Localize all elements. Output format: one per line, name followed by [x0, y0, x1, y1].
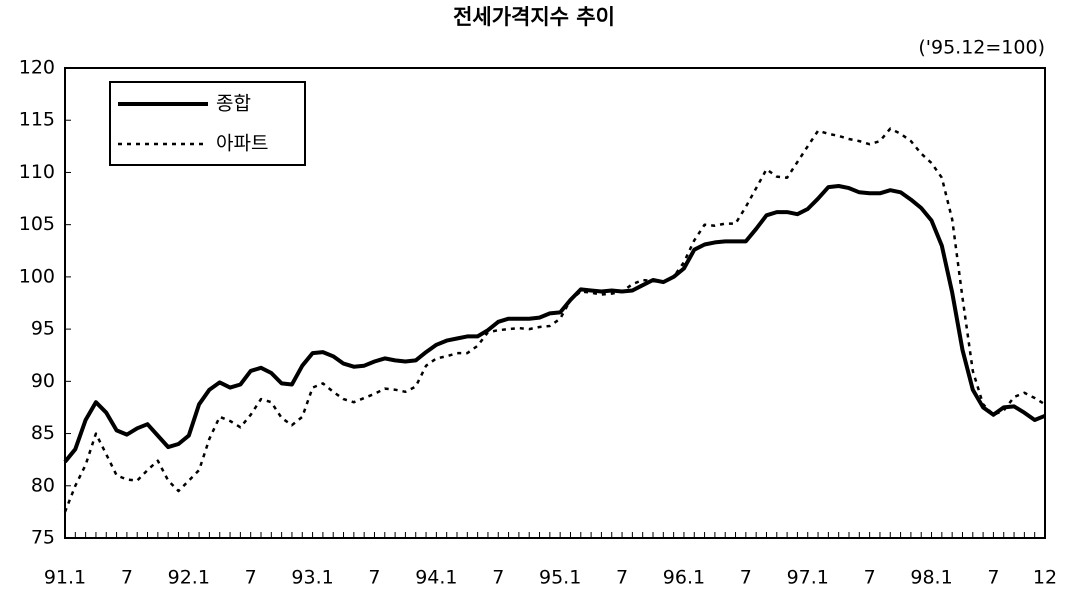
- x-tick-label: 96.1: [663, 567, 705, 589]
- x-tick-label: 92.1: [168, 567, 210, 589]
- x-tick-label: 7: [245, 567, 257, 589]
- x-tick-label: 7: [616, 567, 628, 589]
- line-series: [63, 184, 1046, 464]
- x-tick-label: 7: [492, 567, 504, 589]
- x-tick-label: 7: [864, 567, 876, 589]
- y-tick-label: 115: [19, 109, 55, 131]
- y-tick-label: 90: [31, 370, 55, 392]
- legend-label: 아파트: [216, 133, 268, 155]
- x-tick-label: 7: [121, 567, 133, 589]
- x-tick-label: 98.1: [910, 567, 952, 589]
- x-tick-label: 7: [987, 567, 999, 589]
- y-tick-label: 100: [19, 265, 55, 287]
- y-tick-label: 95: [31, 318, 55, 340]
- plot-frame: [64, 67, 1046, 539]
- x-tick-label: 94.1: [415, 567, 457, 589]
- y-tick-label: 110: [19, 161, 55, 183]
- unit-annotation: ('95.12=100): [918, 37, 1045, 59]
- y-tick-label: 80: [31, 474, 55, 496]
- y-tick-label: 105: [19, 213, 55, 235]
- y-tick-label: 75: [31, 527, 55, 549]
- x-tick-label: 7: [368, 567, 380, 589]
- chart-title: 전세가격지수 추이: [453, 5, 615, 29]
- x-tick-label: 97.1: [787, 567, 829, 589]
- x-tick-label: 91.1: [44, 567, 86, 589]
- x-tick-label: 12: [1033, 567, 1057, 589]
- legend-box: [109, 81, 306, 166]
- y-tick-label: 120: [19, 57, 55, 79]
- x-tick-label: 95.1: [539, 567, 581, 589]
- x-tick-label: 93.1: [291, 567, 333, 589]
- x-tick-label: 7: [740, 567, 752, 589]
- line-series: [63, 127, 1046, 513]
- y-tick-label: 85: [31, 422, 55, 444]
- legend-label: 종합: [216, 93, 251, 115]
